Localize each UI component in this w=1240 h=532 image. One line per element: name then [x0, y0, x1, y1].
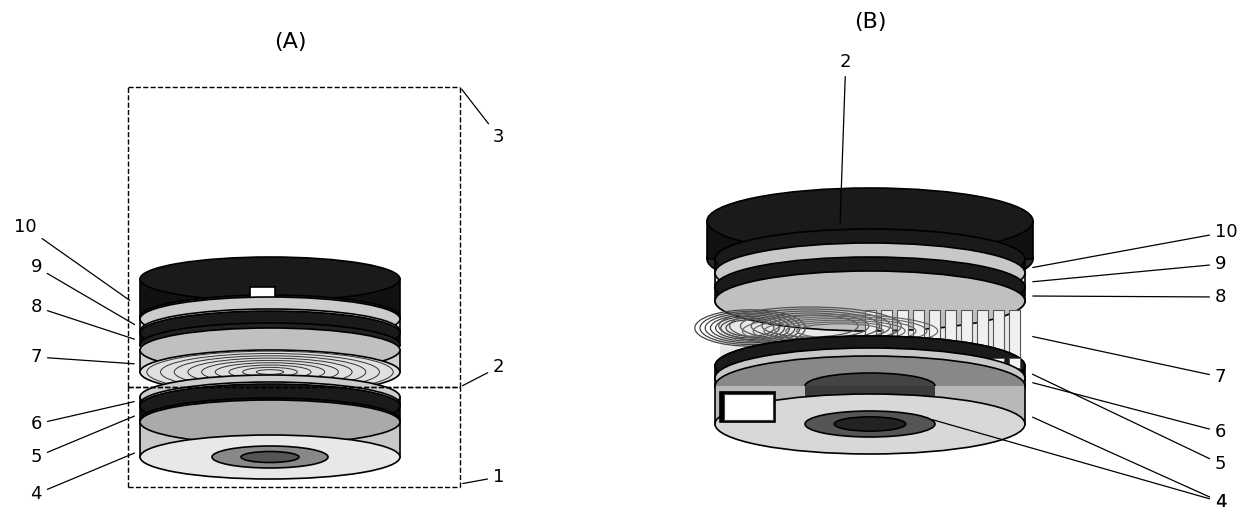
Ellipse shape	[805, 411, 935, 437]
Ellipse shape	[715, 356, 1025, 416]
Ellipse shape	[140, 400, 401, 444]
Polygon shape	[720, 301, 1021, 366]
Ellipse shape	[715, 257, 1025, 317]
Polygon shape	[805, 386, 935, 424]
Polygon shape	[961, 310, 972, 362]
Polygon shape	[715, 386, 1025, 424]
Ellipse shape	[140, 257, 401, 301]
Text: 6: 6	[1033, 383, 1226, 441]
Ellipse shape	[140, 323, 401, 367]
Ellipse shape	[140, 311, 401, 355]
Ellipse shape	[835, 417, 905, 431]
Ellipse shape	[715, 229, 1025, 289]
Ellipse shape	[140, 398, 401, 442]
Ellipse shape	[140, 435, 401, 479]
Ellipse shape	[715, 394, 1025, 454]
Polygon shape	[140, 350, 401, 372]
Ellipse shape	[707, 226, 1033, 292]
Polygon shape	[993, 310, 1004, 362]
Ellipse shape	[140, 375, 401, 419]
Text: 3: 3	[461, 89, 505, 146]
Ellipse shape	[140, 297, 401, 341]
Polygon shape	[866, 310, 875, 362]
Polygon shape	[897, 310, 908, 362]
Polygon shape	[140, 319, 401, 331]
Ellipse shape	[715, 271, 1025, 331]
Ellipse shape	[715, 356, 1025, 416]
Polygon shape	[140, 333, 401, 345]
Text: 1: 1	[463, 468, 505, 486]
Ellipse shape	[140, 384, 401, 428]
Ellipse shape	[241, 452, 299, 462]
Text: 10: 10	[1033, 223, 1238, 268]
Polygon shape	[866, 358, 875, 368]
Polygon shape	[977, 358, 988, 368]
Text: 4: 4	[31, 453, 134, 503]
Polygon shape	[715, 378, 1025, 386]
Ellipse shape	[140, 382, 401, 426]
Text: 2: 2	[839, 53, 852, 223]
Ellipse shape	[715, 243, 1025, 303]
Polygon shape	[140, 422, 401, 457]
Polygon shape	[1009, 358, 1021, 368]
Polygon shape	[945, 358, 956, 368]
Text: 7: 7	[31, 348, 134, 366]
Text: 2: 2	[463, 358, 505, 386]
Polygon shape	[929, 310, 940, 362]
Ellipse shape	[715, 257, 1025, 317]
Text: 8: 8	[1033, 288, 1226, 306]
Ellipse shape	[715, 271, 1025, 331]
Ellipse shape	[715, 336, 1025, 396]
Polygon shape	[140, 397, 401, 404]
Polygon shape	[993, 358, 1004, 368]
Polygon shape	[720, 392, 775, 422]
Polygon shape	[707, 221, 1033, 259]
Ellipse shape	[715, 243, 1025, 303]
Ellipse shape	[140, 295, 401, 339]
Polygon shape	[945, 310, 956, 362]
Polygon shape	[250, 287, 275, 301]
Polygon shape	[880, 358, 892, 368]
Polygon shape	[961, 358, 972, 368]
Text: 7: 7	[1033, 337, 1226, 386]
Text: 9: 9	[1033, 255, 1226, 282]
Polygon shape	[715, 273, 1025, 287]
Ellipse shape	[805, 373, 935, 399]
Text: 5: 5	[31, 416, 134, 466]
Polygon shape	[715, 259, 1025, 273]
Text: 9: 9	[31, 258, 135, 325]
Ellipse shape	[715, 336, 1025, 396]
Text: (A): (A)	[274, 32, 306, 52]
Text: 5: 5	[1033, 374, 1226, 473]
Polygon shape	[929, 358, 940, 368]
Text: (B): (B)	[854, 12, 887, 32]
Text: 4: 4	[1033, 417, 1226, 511]
Text: 10: 10	[15, 218, 130, 301]
Polygon shape	[977, 310, 988, 362]
Ellipse shape	[715, 348, 1025, 408]
Polygon shape	[140, 279, 401, 317]
Ellipse shape	[212, 409, 329, 431]
Text: 8: 8	[31, 298, 134, 339]
Ellipse shape	[715, 348, 1025, 408]
Polygon shape	[897, 358, 908, 368]
Polygon shape	[715, 366, 1025, 378]
Polygon shape	[724, 394, 773, 420]
Polygon shape	[913, 310, 924, 362]
Text: 6: 6	[31, 402, 134, 433]
Ellipse shape	[140, 350, 401, 394]
Ellipse shape	[707, 188, 1033, 254]
Polygon shape	[913, 358, 924, 368]
Polygon shape	[140, 406, 401, 420]
Text: 4: 4	[932, 420, 1226, 511]
Polygon shape	[715, 287, 1025, 301]
Ellipse shape	[140, 328, 401, 372]
Polygon shape	[1009, 310, 1021, 362]
Polygon shape	[880, 310, 892, 362]
Ellipse shape	[212, 446, 329, 468]
Ellipse shape	[140, 309, 401, 353]
